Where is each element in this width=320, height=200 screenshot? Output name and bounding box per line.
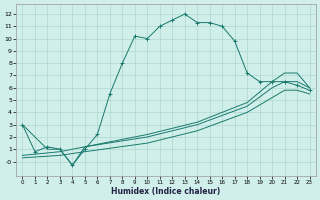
X-axis label: Humidex (Indice chaleur): Humidex (Indice chaleur) (111, 187, 221, 196)
